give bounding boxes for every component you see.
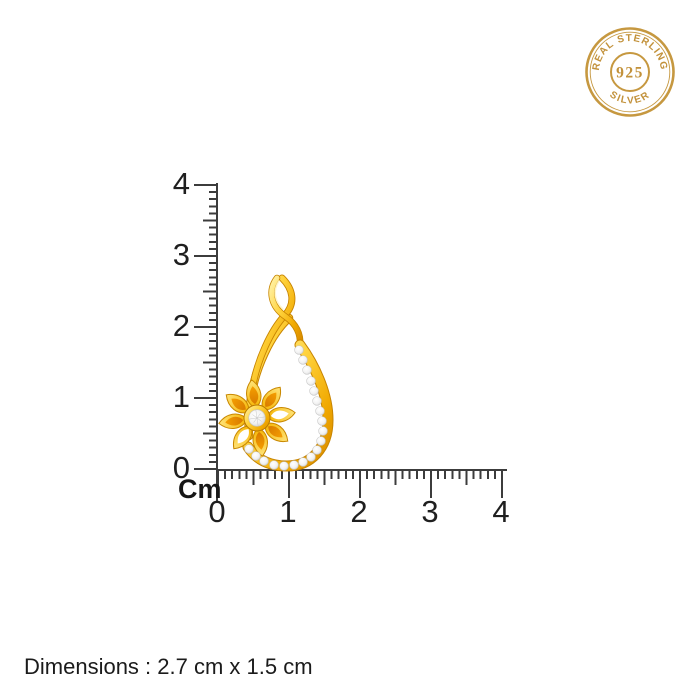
badge-outer-ring	[585, 27, 675, 117]
pendant-flower	[218, 379, 296, 457]
dimensions-text: Dimensions : 2.7 cm x 1.5 cm	[24, 654, 313, 679]
badge-inner-thin-ring	[589, 31, 671, 113]
vertical-ruler-label: 3	[172, 237, 190, 272]
badge-center-ring	[610, 52, 650, 92]
badge-925-text: 925	[616, 65, 644, 82]
vertical-ruler-label: 1	[172, 379, 190, 414]
horizontal-ruler-label: 1	[279, 494, 297, 529]
vertical-ruler-label: 0	[172, 450, 190, 485]
vertical-ruler-label: 2	[172, 308, 190, 343]
vertical-ruler-cm-ticks	[194, 184, 218, 470]
horizontal-ruler-label: 4	[492, 494, 510, 529]
horizontal-ruler-label: 0	[208, 494, 226, 529]
horizontal-ruler-cm-ticks	[217, 470, 504, 498]
horizontal-ruler-line	[216, 468, 507, 471]
sterling-925-badge: REAL STERLING SILVER 925	[585, 27, 675, 117]
badge-bottom-text: SILVER	[608, 89, 651, 106]
vertical-ruler-label: 4	[172, 166, 190, 201]
ruler-unit-label: Cm	[178, 474, 222, 504]
pendant-band-stones	[244, 345, 328, 471]
pendant-bail	[248, 274, 304, 394]
horizontal-ruler-label: 2	[350, 494, 368, 529]
vertical-ruler-line	[216, 183, 219, 501]
gold-flower-teardrop-pendant-icon	[218, 274, 334, 472]
horizontal-ruler-label: 3	[421, 494, 439, 529]
svg-text:SILVER: SILVER	[608, 89, 653, 106]
